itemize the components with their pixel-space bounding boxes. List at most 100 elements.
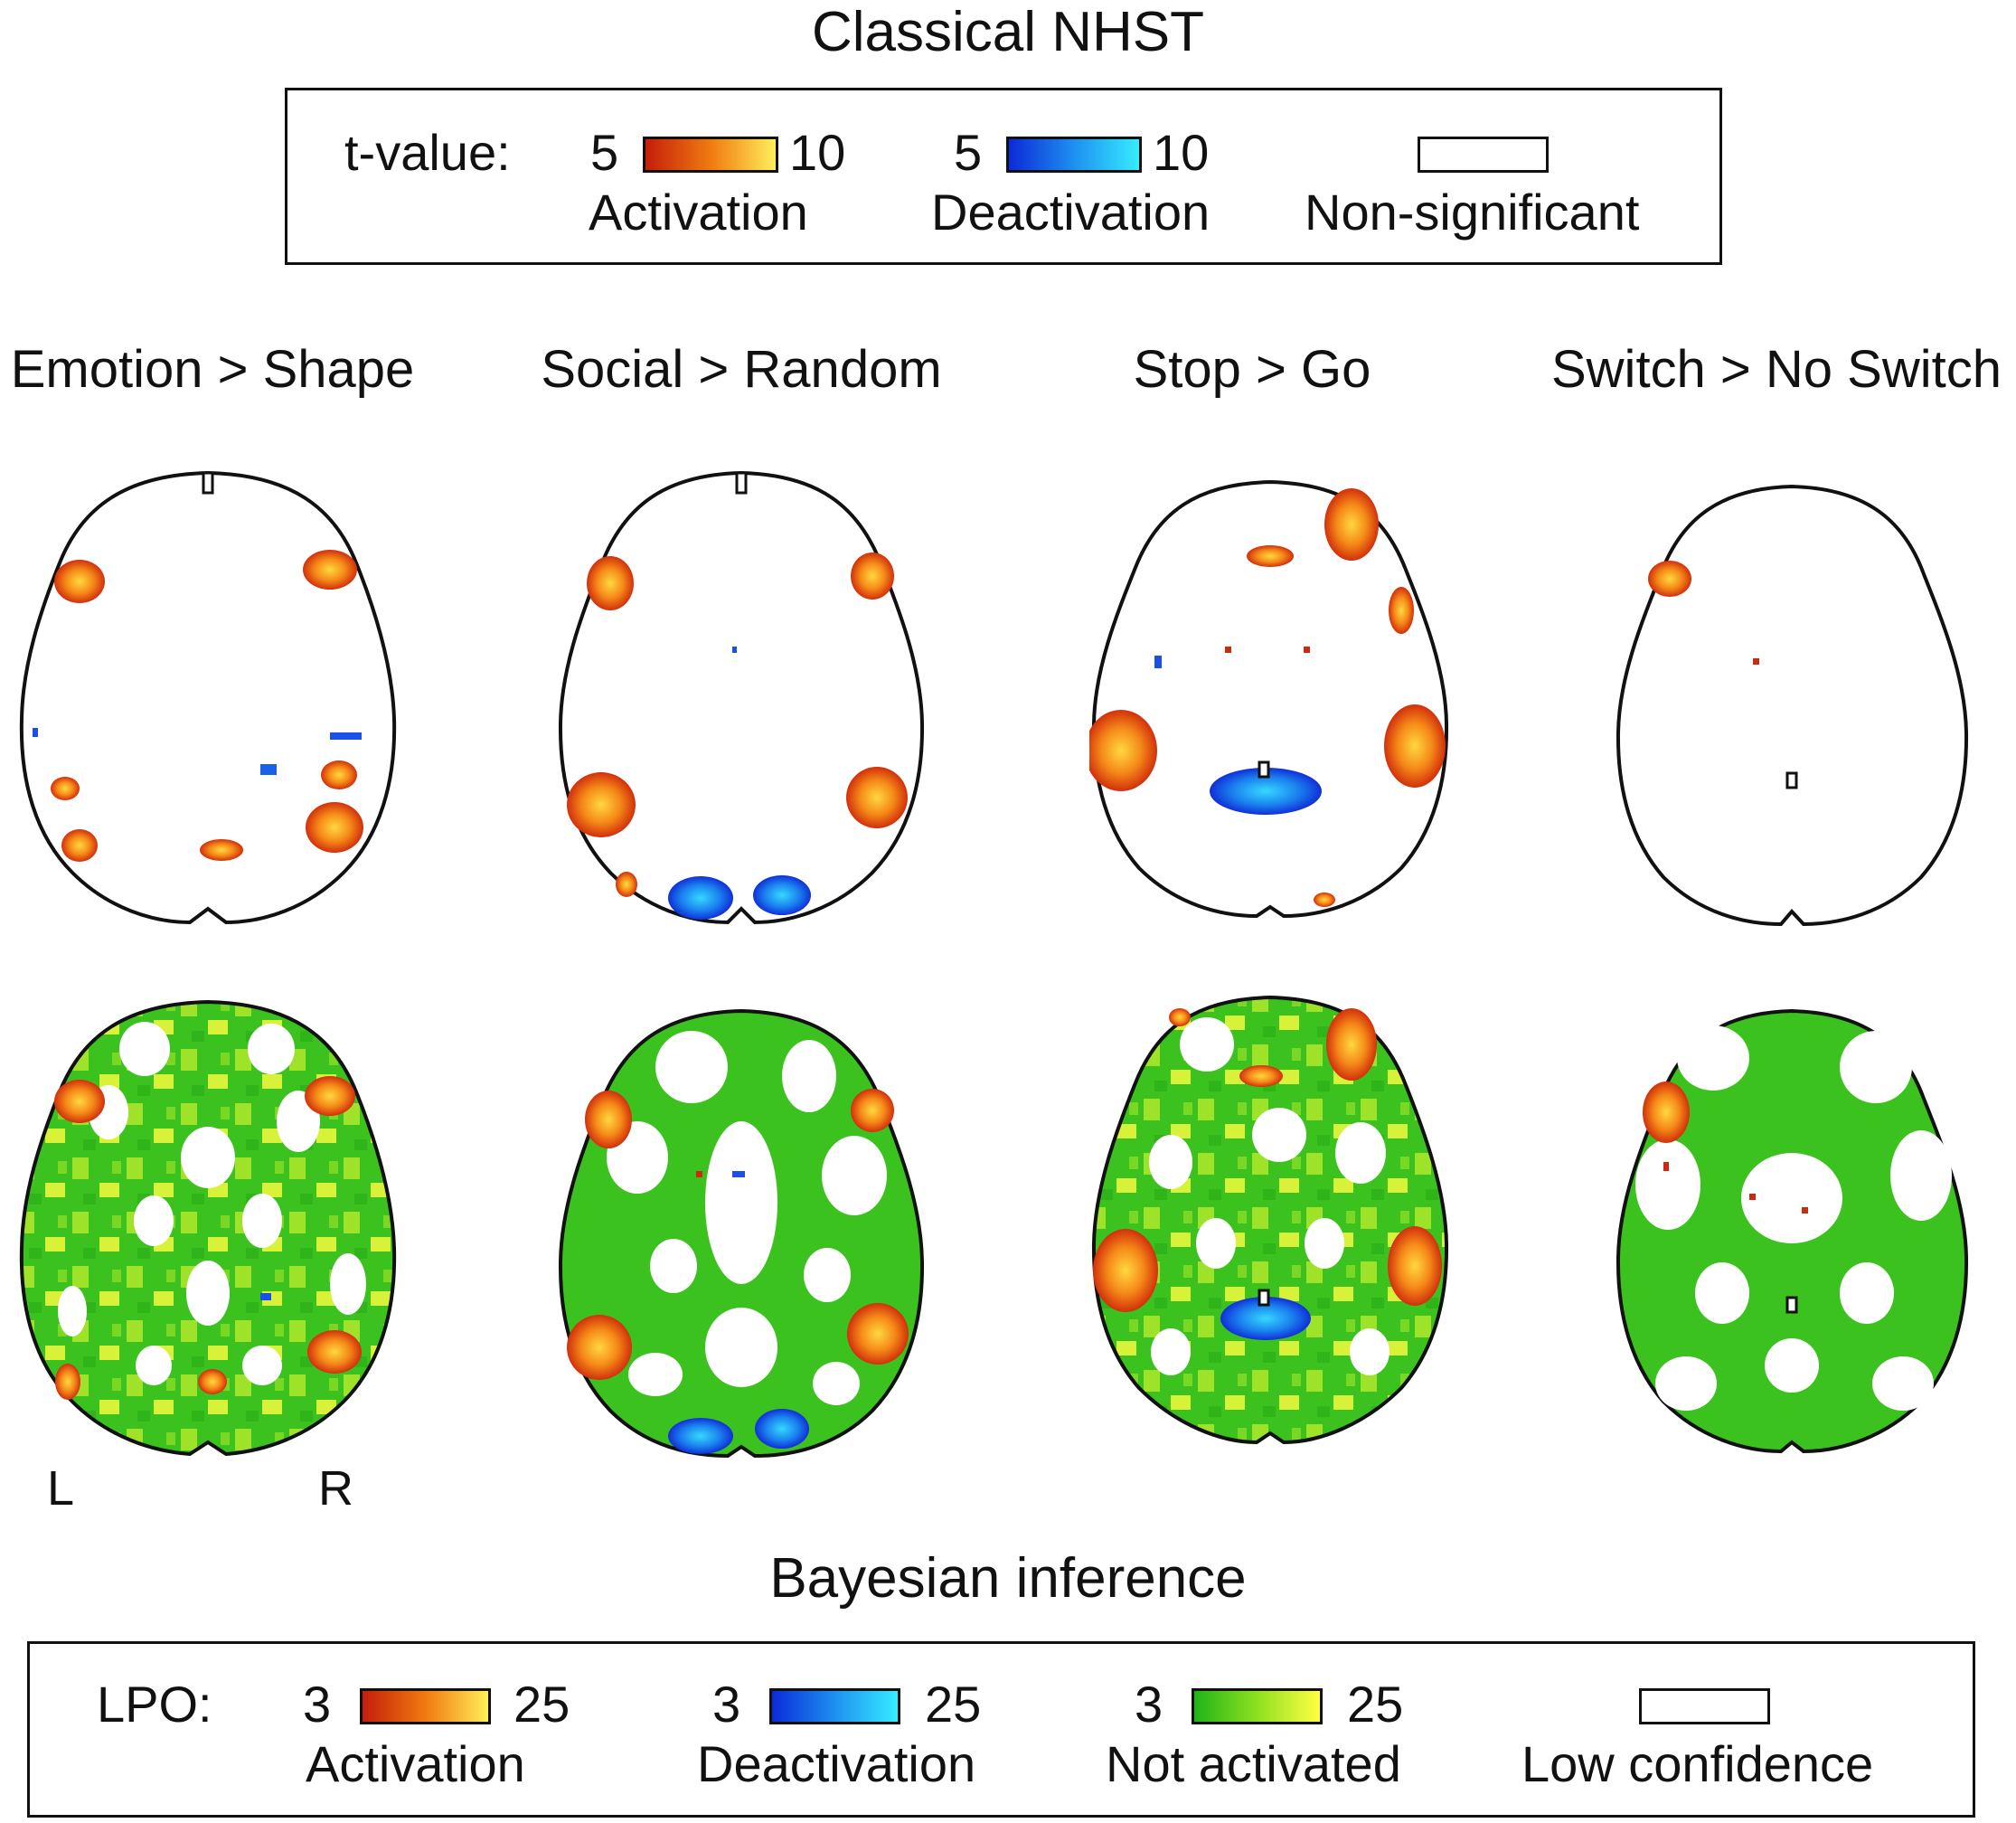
nhst-legend: t-value: 5 10 Activation 5 10 Deactivati… [285, 88, 1722, 265]
activation-blob [54, 560, 105, 603]
activation-blob [1225, 647, 1231, 653]
activation-blob [1753, 658, 1759, 665]
brain-outline [1091, 995, 1449, 1445]
nhst-nonsig-name: Non-significant [1305, 184, 1640, 241]
activation-blob [51, 777, 80, 800]
bayes-brain-emotion-shape [19, 999, 397, 1457]
activation-blob [1749, 1194, 1756, 1200]
activation-blob [696, 1171, 702, 1177]
nhst-act-name: Activation [589, 184, 808, 241]
low-confidence-marker [1258, 1289, 1270, 1307]
activation-blob [1643, 1082, 1690, 1143]
activation-blob [567, 1315, 632, 1380]
activation-blob [1314, 893, 1335, 907]
brain-outline [19, 470, 397, 925]
activation-blob [1802, 1207, 1808, 1214]
nhst-brain-social-random [558, 470, 925, 925]
nhst-title: Classical NHST [811, 1, 1205, 63]
nhst-deact-name: Deactivation [931, 184, 1211, 241]
bayes-brain-switch-noswitch [1616, 1008, 1969, 1454]
orientation-left-label: L [47, 1461, 75, 1516]
nhst-legend-label: t-value: [344, 124, 511, 181]
bayes-brain-stop-go [1091, 995, 1449, 1445]
low-confidence-marker [1785, 771, 1798, 789]
bayes-deact-min: 3 [712, 1676, 741, 1733]
deactivation-blob [260, 1293, 271, 1300]
deactivation-blob [668, 1418, 733, 1454]
deactivation-blob [33, 728, 38, 737]
activation-blob [851, 553, 894, 600]
brain-outline [558, 470, 925, 925]
nhst-brain-stop-go [1089, 479, 1449, 918]
bayes-notact-colorbar [1192, 1688, 1323, 1724]
nhst-brain-emotion-shape [19, 470, 397, 925]
deactivation-blob [1220, 1297, 1311, 1340]
activation-blob [307, 1330, 362, 1374]
deactivation-blob [732, 647, 737, 653]
deactivation-blob [753, 875, 811, 915]
activation-blob [306, 802, 363, 853]
nhst-deact-colorbar [1006, 137, 1142, 173]
activation-blob [587, 556, 634, 610]
activation-blob [55, 1364, 80, 1400]
activation-blob [1389, 587, 1414, 634]
activation-blob [1648, 561, 1691, 597]
nhst-deact-max: 10 [1153, 124, 1210, 181]
bayes-act-max: 25 [513, 1676, 570, 1733]
deactivation-blob [755, 1409, 809, 1449]
low-confidence-marker [1258, 760, 1270, 779]
deactivation-blob [260, 764, 277, 775]
activation-blob [321, 760, 357, 789]
activation-blob [847, 1303, 909, 1365]
bayes-act-colorbar [360, 1688, 491, 1724]
nhst-nonsig-swatch [1418, 137, 1549, 173]
white-matter-gaps [58, 1022, 366, 1385]
deactivation-blob [732, 1171, 745, 1177]
activation-blob [846, 767, 908, 828]
activation-blob [1089, 710, 1157, 791]
bayes-legend: LPO: 3 25 Activation 3 25 Deactivation 3… [27, 1641, 1975, 1818]
activation-blob [54, 1080, 105, 1123]
bayes-title: Bayesian inference [769, 1547, 1247, 1610]
bayes-act-name: Activation [306, 1735, 525, 1792]
activation-blob [1304, 647, 1310, 653]
nhst-act-max: 10 [789, 124, 846, 181]
nhst-brain-switch-noswitch [1616, 484, 1969, 927]
deactivation-blob [668, 876, 733, 920]
notch-marker [735, 471, 748, 495]
brain-outline [1616, 484, 1969, 927]
activation-blob [1247, 545, 1294, 567]
activation-blob [1388, 1226, 1442, 1306]
bayes-legend-label: LPO: [97, 1676, 212, 1733]
column-title-social: Social > Random [541, 340, 942, 399]
deactivation-blob [1154, 656, 1162, 668]
bayes-deact-max: 25 [925, 1676, 982, 1733]
nhst-deact-min: 5 [954, 124, 983, 181]
activation-blob [1384, 704, 1446, 788]
bayes-notact-min: 3 [1135, 1676, 1163, 1733]
activation-blob [200, 839, 243, 861]
activation-blob [305, 1076, 355, 1116]
activation-blob [61, 829, 98, 862]
bayes-lowconf-name: Low confidence [1521, 1735, 1874, 1792]
brain-outline [1091, 479, 1449, 918]
deactivation-blob [1210, 768, 1322, 815]
white-matter-gaps [1149, 1017, 1390, 1375]
activation-blob [1093, 1229, 1158, 1312]
activation-blob [1326, 1008, 1377, 1081]
column-title-stop: Stop > Go [1133, 340, 1371, 399]
bayes-act-min: 3 [303, 1676, 332, 1733]
column-title-switch: Switch > No Switch [1550, 340, 2002, 399]
bayes-lowconf-swatch [1639, 1688, 1770, 1724]
low-confidence-marker [1785, 1296, 1798, 1314]
bayes-notact-name: Not activated [1106, 1735, 1401, 1792]
nhst-act-min: 5 [590, 124, 619, 181]
bayes-deact-colorbar [769, 1688, 900, 1724]
bayes-deact-name: Deactivation [697, 1735, 976, 1792]
activation-blob [303, 550, 357, 590]
deactivation-blob [330, 732, 362, 740]
activation-blob [585, 1091, 632, 1148]
activation-blob [1663, 1162, 1669, 1171]
orientation-right-label: R [318, 1461, 353, 1516]
activation-blob [1169, 1008, 1191, 1026]
